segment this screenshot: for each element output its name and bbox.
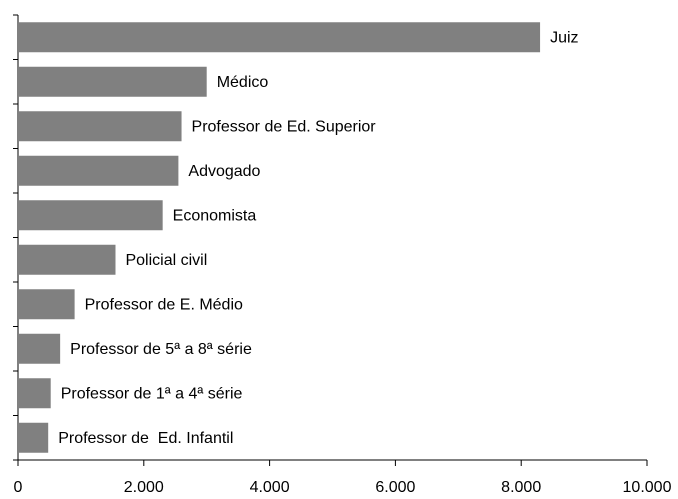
x-tick-label: 10.000	[623, 479, 672, 496]
bar	[18, 66, 207, 97]
bar	[18, 378, 51, 409]
bar	[18, 200, 163, 231]
category-label: Professor de Ed. Superior	[192, 118, 377, 135]
category-label: Advogado	[188, 163, 260, 180]
category-label: Professor de E. Médio	[85, 296, 243, 313]
category-label: Policial civil	[125, 252, 207, 269]
category-label: Professor de 1ª a 4ª série	[61, 385, 243, 402]
bar	[18, 333, 61, 364]
bar	[18, 111, 182, 142]
category-label: Professor de Ed. Infantil	[58, 430, 233, 447]
x-tick-label: 2.000	[124, 479, 164, 496]
bar	[18, 155, 179, 186]
x-tick-label: 8.000	[501, 479, 541, 496]
bar	[18, 289, 75, 320]
bar	[18, 422, 49, 453]
category-label: Médico	[217, 74, 269, 91]
bar	[18, 244, 116, 275]
x-tick-label: 4.000	[250, 479, 290, 496]
category-label: Economista	[173, 207, 257, 224]
category-label: Professor de 5ª a 8ª série	[70, 341, 252, 358]
category-label: Juiz	[550, 29, 578, 46]
x-tick-label: 0	[14, 479, 23, 496]
bar	[18, 22, 541, 53]
x-tick-label: 6.000	[375, 479, 415, 496]
